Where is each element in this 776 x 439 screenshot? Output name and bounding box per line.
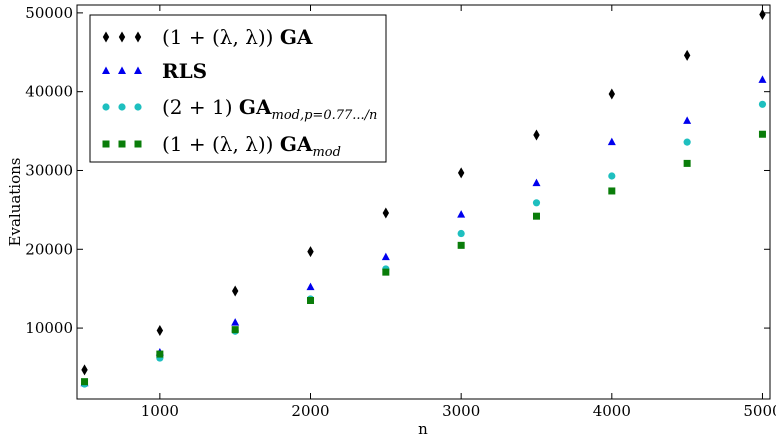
legend-entry: (1 + (λ, λ)) GAmod [162,132,341,160]
data-point-diamond [683,49,691,61]
y-tick-label: 20000 [25,240,73,258]
data-point-square [307,297,315,304]
legend-marker-triangle [102,66,110,74]
data-point-square [81,378,89,386]
legend-marker-square [134,140,142,148]
data-point-triangle [231,318,240,326]
y-tick-label: 50000 [25,4,73,22]
y-tick-label: 30000 [25,161,73,179]
x-tick-label: 3000 [442,402,480,420]
data-point-square [683,159,691,167]
legend-marker-diamond [134,31,142,43]
data-point-triangle [607,137,616,146]
data-point-circle [758,100,767,108]
y-tick-label: 10000 [25,319,73,337]
legend-marker-circle [118,103,126,111]
data-point-square [382,268,390,276]
legend-entry: RLS [162,59,207,83]
legend-marker-circle [102,103,110,111]
legend-marker-diamond [102,31,110,43]
data-point-diamond [608,88,616,100]
legend-marker-triangle [134,66,142,74]
legend-marker-square [118,140,126,148]
data-point-triangle [457,210,466,218]
data-point-square [608,187,616,195]
data-point-diamond [156,324,164,336]
x-axis-label: n [418,420,428,438]
data-point-triangle [532,178,541,187]
legend-entry: (2 + 1) GAmod,p=0.77.../n [162,95,377,123]
legend-marker-triangle [118,66,126,74]
y-tick-label: 40000 [25,83,73,101]
data-point-square [231,326,239,334]
legend: (1 + (λ, λ)) GA RLS (2 + 1) GAmod,p=0.77..… [89,14,387,163]
data-point-square [457,241,465,249]
data-point-diamond [533,129,540,141]
data-point-triangle [758,75,767,83]
legend-marker-circle [134,103,142,111]
legend-marker-square [102,140,110,148]
data-point-triangle [683,116,692,124]
data-point-triangle [306,282,315,291]
axis-ticks: 1000 2000 3000 4000 5000 10000 20000 30000 40000… [25,4,776,420]
data-point-square [758,130,766,138]
data-point-circle [532,199,541,207]
data-point-diamond [81,364,88,376]
data-point-diamond [759,8,766,20]
x-tick-label: 4000 [593,402,631,420]
legend-entry: (1 + (λ, λ)) GA [162,25,313,49]
data-point-square [156,350,164,358]
data-point-circle [608,172,616,180]
data-point-square [532,212,540,220]
data-point-circle [683,138,691,146]
data-points [80,8,767,388]
data-point-diamond [231,285,239,297]
x-tick-label: 5000 [743,402,776,420]
x-tick-label: 2000 [291,402,329,420]
x-tick-label: 1000 [141,402,179,420]
data-point-diamond [307,246,314,258]
data-point-diamond [382,207,390,219]
data-point-diamond [457,167,465,179]
data-point-triangle [381,252,390,261]
y-axis-label: Evaluations [6,158,24,247]
data-point-circle [457,229,465,238]
legend-marker-diamond [118,31,126,43]
